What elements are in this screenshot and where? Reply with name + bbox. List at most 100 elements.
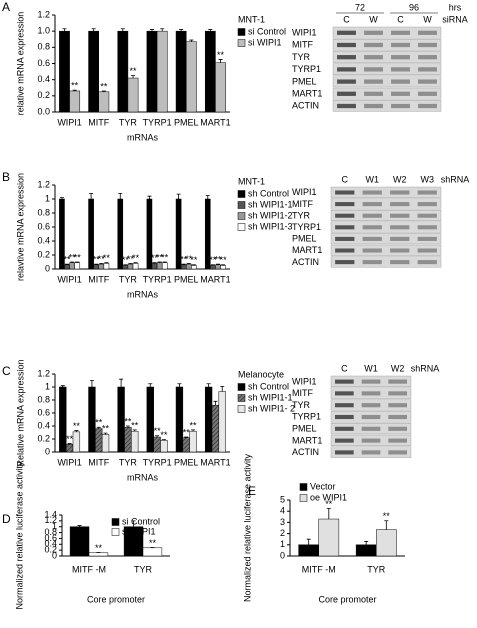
legend-label: oe WIPI1	[310, 492, 347, 502]
blot-band	[417, 202, 437, 207]
blot-row-label: WIPI1	[292, 27, 317, 37]
blot-strip	[330, 233, 442, 245]
bar	[151, 263, 158, 270]
blot-band	[388, 414, 407, 420]
blot-band	[364, 79, 383, 84]
annotation: **	[98, 254, 106, 264]
error-bar	[181, 263, 186, 265]
blot-band	[337, 79, 356, 84]
y-axis-label: relative mRNA expression	[15, 12, 25, 116]
blot-strip	[330, 256, 442, 268]
blot-band	[337, 30, 356, 35]
y-tick-label: 0	[45, 263, 50, 273]
x-tick-label: TYR	[367, 564, 386, 574]
blot-lane-label: shRNA	[441, 174, 470, 184]
blot-band	[391, 91, 410, 96]
error-bar	[118, 193, 123, 199]
annotation: **	[130, 66, 138, 76]
y-tick-label: 2	[280, 528, 285, 538]
annotation: **	[383, 511, 391, 521]
blot-band	[362, 225, 382, 230]
blot-lane-label: C	[343, 14, 350, 24]
error-bar	[91, 28, 96, 32]
error-bar	[221, 264, 226, 266]
x-tick-label: MITF	[88, 274, 109, 284]
blot-band	[362, 236, 382, 241]
error-bar	[160, 28, 165, 32]
annotation: **	[185, 254, 193, 264]
annotation: **	[190, 255, 198, 265]
blot-lane-label: C	[341, 363, 348, 373]
blot-row-label: MART1	[292, 88, 322, 98]
x-tick-label: MART1	[200, 117, 230, 127]
y-tick-label: 1.2	[37, 179, 50, 189]
blot-band	[335, 414, 354, 420]
error-bar	[206, 383, 211, 387]
blot-band	[335, 391, 354, 396]
y-axis-label: relavtive mRNA expression	[15, 173, 25, 281]
blot-band	[417, 248, 437, 253]
error-bar	[62, 28, 67, 32]
legend-title: MNT-1	[238, 176, 265, 186]
bar	[72, 431, 81, 453]
blot-header: hrs	[449, 2, 462, 12]
bar	[101, 434, 110, 453]
blot-row-label: MART1	[292, 245, 322, 255]
x-tick-label: TYRP1	[143, 274, 172, 284]
blot-band	[337, 91, 356, 96]
y-tick-label: 0.4	[37, 74, 50, 84]
blot-band	[335, 450, 354, 455]
x-tick-label: WIPI1	[57, 117, 82, 127]
annotation: **	[102, 424, 110, 434]
blot-band	[390, 236, 410, 241]
annotation: **	[95, 543, 103, 553]
bar	[88, 552, 109, 557]
annotation: **	[149, 538, 157, 548]
blot-band	[391, 67, 410, 72]
y-axis-label: Normalized relative luciferase activity	[14, 461, 24, 610]
blot-row-label: WIPI1	[292, 376, 317, 386]
error-bar	[123, 264, 128, 266]
blot-band	[388, 450, 407, 455]
x-axis-label: Core promoter	[87, 594, 145, 604]
y-tick-label: 0.4	[37, 235, 50, 245]
bar	[156, 262, 163, 270]
annotation: **	[325, 499, 333, 509]
blot-row-label: MART1	[292, 435, 322, 445]
blot-band	[418, 103, 437, 109]
annotation: **	[131, 420, 139, 430]
blot-lane-label: C	[397, 14, 404, 24]
blot-band	[364, 30, 383, 35]
annotation: **	[217, 50, 225, 60]
x-axis-label: mRNAs	[127, 472, 158, 482]
annotation: **	[122, 255, 130, 265]
error-bar	[101, 90, 106, 92]
blot-band	[388, 391, 407, 396]
error-bar	[213, 400, 218, 406]
blot-band	[335, 190, 355, 195]
error-bar	[120, 28, 125, 32]
error-bar	[60, 385, 65, 387]
bar	[175, 386, 184, 453]
y-tick-label: 0.2	[37, 433, 50, 443]
blot-band	[417, 225, 437, 230]
x-tick-label: TYR	[119, 457, 138, 467]
x-axis-label: Core promoter	[318, 594, 376, 604]
x-tick-label: TYR	[119, 117, 138, 127]
y-tick-label: 5	[280, 494, 285, 504]
y-tick-label: 0.8	[37, 394, 50, 404]
blot-band	[335, 260, 355, 265]
legend-label: sh Control	[248, 188, 289, 198]
x-tick-label: TYRP1	[143, 457, 172, 467]
y-tick-label: 1	[45, 193, 50, 203]
blot-band	[361, 438, 381, 443]
annotation: **	[160, 430, 168, 440]
blot-band	[390, 248, 410, 253]
blot-row-label: TYR	[292, 52, 311, 62]
annotation: **	[73, 421, 81, 431]
error-bar	[384, 520, 389, 530]
error-bar	[152, 262, 157, 264]
blot-band	[418, 30, 437, 35]
error-bar	[74, 430, 79, 432]
annotation: **	[69, 252, 77, 262]
